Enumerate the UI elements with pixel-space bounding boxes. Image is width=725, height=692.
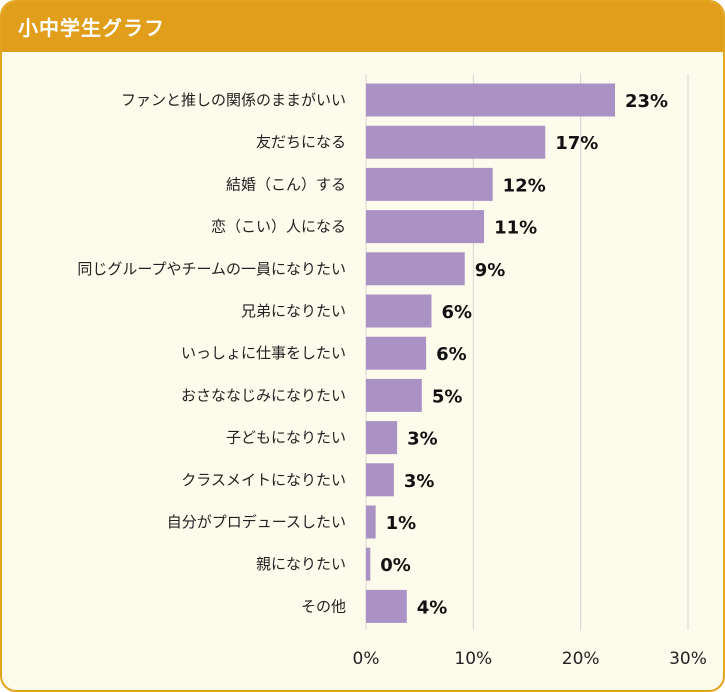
data-label: 3% — [404, 471, 435, 492]
bar — [366, 125, 546, 159]
x-axis-ticks: 0% 10% 20% 30% — [353, 649, 707, 669]
category-label: 同じグループやチームの一員になりたい — [77, 260, 346, 278]
chart-title: 小中学生グラフ — [18, 16, 165, 40]
x-tick-label: 20% — [562, 649, 600, 669]
x-tick-label: 10% — [454, 649, 492, 669]
category-label: その他 — [301, 597, 346, 615]
data-label: 4% — [417, 597, 448, 618]
data-label: 3% — [407, 429, 438, 450]
bar — [366, 421, 398, 455]
bar — [366, 210, 485, 244]
category-label: 友だちになる — [256, 133, 346, 151]
bar — [366, 589, 407, 623]
data-label: 5% — [432, 386, 463, 407]
data-label: 9% — [475, 260, 506, 281]
x-tick-label: 0% — [353, 649, 380, 669]
bar — [366, 83, 616, 117]
data-label: 23% — [625, 91, 668, 112]
bar — [366, 505, 376, 539]
category-labels: ファンと推しの関係のままがいい友だちになる結婚（こん）する恋（こい）人になる同じ… — [77, 91, 346, 615]
bar — [366, 252, 465, 286]
data-label: 1% — [386, 513, 417, 534]
bars — [366, 83, 616, 623]
category-label: 兄弟になりたい — [241, 302, 346, 320]
bar — [366, 463, 394, 497]
category-label: 親になりたい — [256, 555, 346, 573]
category-label: 子どもになりたい — [226, 429, 346, 447]
bar — [366, 167, 493, 201]
bar — [366, 547, 371, 581]
data-label: 6% — [441, 302, 472, 323]
data-label: 11% — [494, 218, 537, 239]
data-label: 0% — [380, 555, 411, 576]
x-tick-label: 30% — [669, 649, 707, 669]
category-label: 結婚（こん）する — [226, 175, 346, 193]
bar — [366, 336, 427, 370]
bar — [366, 378, 422, 412]
bar — [366, 294, 432, 328]
data-label: 6% — [436, 344, 467, 365]
category-label: おさななじみになりたい — [181, 386, 346, 404]
category-label: いっしょに仕事をしたい — [181, 344, 346, 362]
value-labels: 23%17%12%11%9%6%6%5%3%3%1%0%4% — [380, 91, 668, 618]
category-label: 自分がプロデュースしたい — [167, 513, 346, 531]
data-label: 12% — [503, 175, 546, 196]
category-label: ファンと推しの関係のままがいい — [121, 91, 346, 109]
chart-header: 小中学生グラフ — [2, 2, 723, 52]
data-label: 17% — [555, 133, 598, 154]
category-label: 恋（こい）人になる — [211, 218, 346, 236]
category-label: クラスメイトになりたい — [181, 471, 346, 489]
